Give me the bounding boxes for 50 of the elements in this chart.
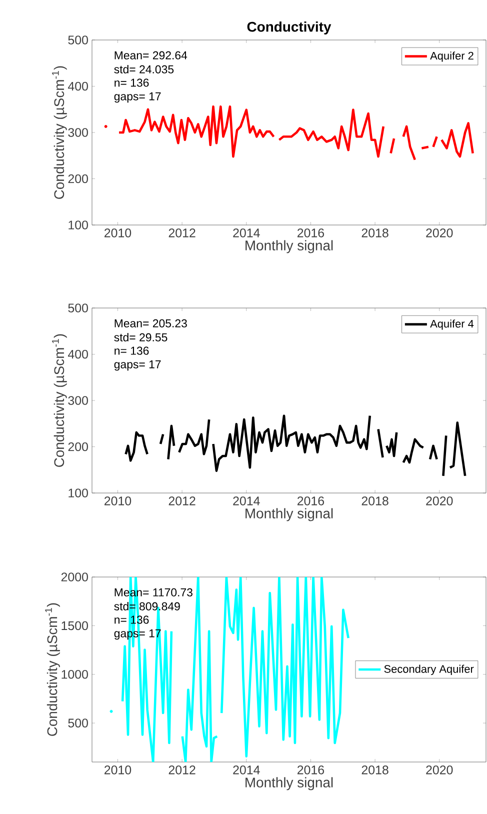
annotation: n= 136 bbox=[114, 78, 149, 87]
x-tick-label: 2018 bbox=[362, 496, 388, 506]
x-tick-label: 2018 bbox=[362, 228, 388, 238]
y-tick-label: 2000 bbox=[61, 572, 88, 582]
y-tick-label: 500 bbox=[68, 36, 88, 44]
x-tick-label: 2020 bbox=[426, 496, 453, 506]
y-tick-label: 1500 bbox=[62, 621, 88, 630]
y-tick-label: 500 bbox=[68, 304, 88, 312]
legend-label: Aquifer 4 bbox=[430, 320, 474, 330]
x-tick-label: 2020 bbox=[426, 766, 453, 774]
y-axis-title: Conductivity (µScm$^{-1}$) bbox=[45, 603, 60, 736]
annotation: Mean= 205.23 bbox=[114, 319, 187, 328]
x-tick-label: 2016 bbox=[297, 766, 324, 774]
y-tick-label: 400 bbox=[68, 82, 88, 91]
x-axis-title: Monthly signal bbox=[246, 777, 333, 790]
y-tick-label: 300 bbox=[68, 128, 88, 137]
y-tick-label: 200 bbox=[68, 442, 88, 452]
x-tick-label: 2010 bbox=[104, 228, 132, 238]
y-tick-label: 200 bbox=[68, 174, 88, 184]
annotation: std= 24.035 bbox=[114, 64, 174, 74]
x-tick-label: 2014 bbox=[233, 496, 260, 506]
x-tick-label: 2018 bbox=[362, 766, 388, 774]
y-tick-label: 100 bbox=[68, 488, 88, 498]
annotation: n= 136 bbox=[114, 346, 149, 355]
annotation: Mean= 292.64 bbox=[114, 51, 188, 60]
y-tick-label: 400 bbox=[68, 350, 88, 359]
x-tick-label: 2014 bbox=[233, 228, 260, 238]
x-axis-title: Monthly signal bbox=[246, 240, 333, 254]
x-tick-label: 2014 bbox=[233, 766, 260, 774]
y-tick-label: 1000 bbox=[62, 670, 88, 679]
legend-label: Secondary Aquifer bbox=[384, 664, 474, 675]
annotation: gaps= 17 bbox=[114, 360, 161, 371]
x-tick-label: 2010 bbox=[104, 766, 132, 774]
x-tick-label: 2020 bbox=[426, 228, 453, 238]
x-tick-label: 2012 bbox=[168, 766, 196, 774]
x-tick-label: 2010 bbox=[104, 496, 132, 506]
annotation: std= 29.55 bbox=[114, 332, 168, 342]
y-tick-label: 100 bbox=[68, 220, 88, 230]
x-tick-label: 2016 bbox=[297, 496, 324, 506]
y-tick-label: 500 bbox=[68, 718, 88, 728]
x-tick-label: 2012 bbox=[168, 496, 196, 506]
x-axis-title: Monthly signal bbox=[246, 508, 333, 522]
x-tick-label: 2016 bbox=[297, 228, 324, 238]
x-tick-label: 2012 bbox=[168, 228, 196, 238]
y-tick-label: 300 bbox=[68, 396, 88, 405]
legend-label: Aquifer 2 bbox=[430, 52, 474, 62]
y-axis-title: Conductivity (µScm$^{-1}$) bbox=[52, 66, 67, 199]
annotation: gaps= 17 bbox=[114, 92, 161, 103]
y-axis-title: Conductivity (µScm$^{-1}$) bbox=[52, 334, 67, 467]
chart-title: Conductivity bbox=[247, 21, 332, 34]
